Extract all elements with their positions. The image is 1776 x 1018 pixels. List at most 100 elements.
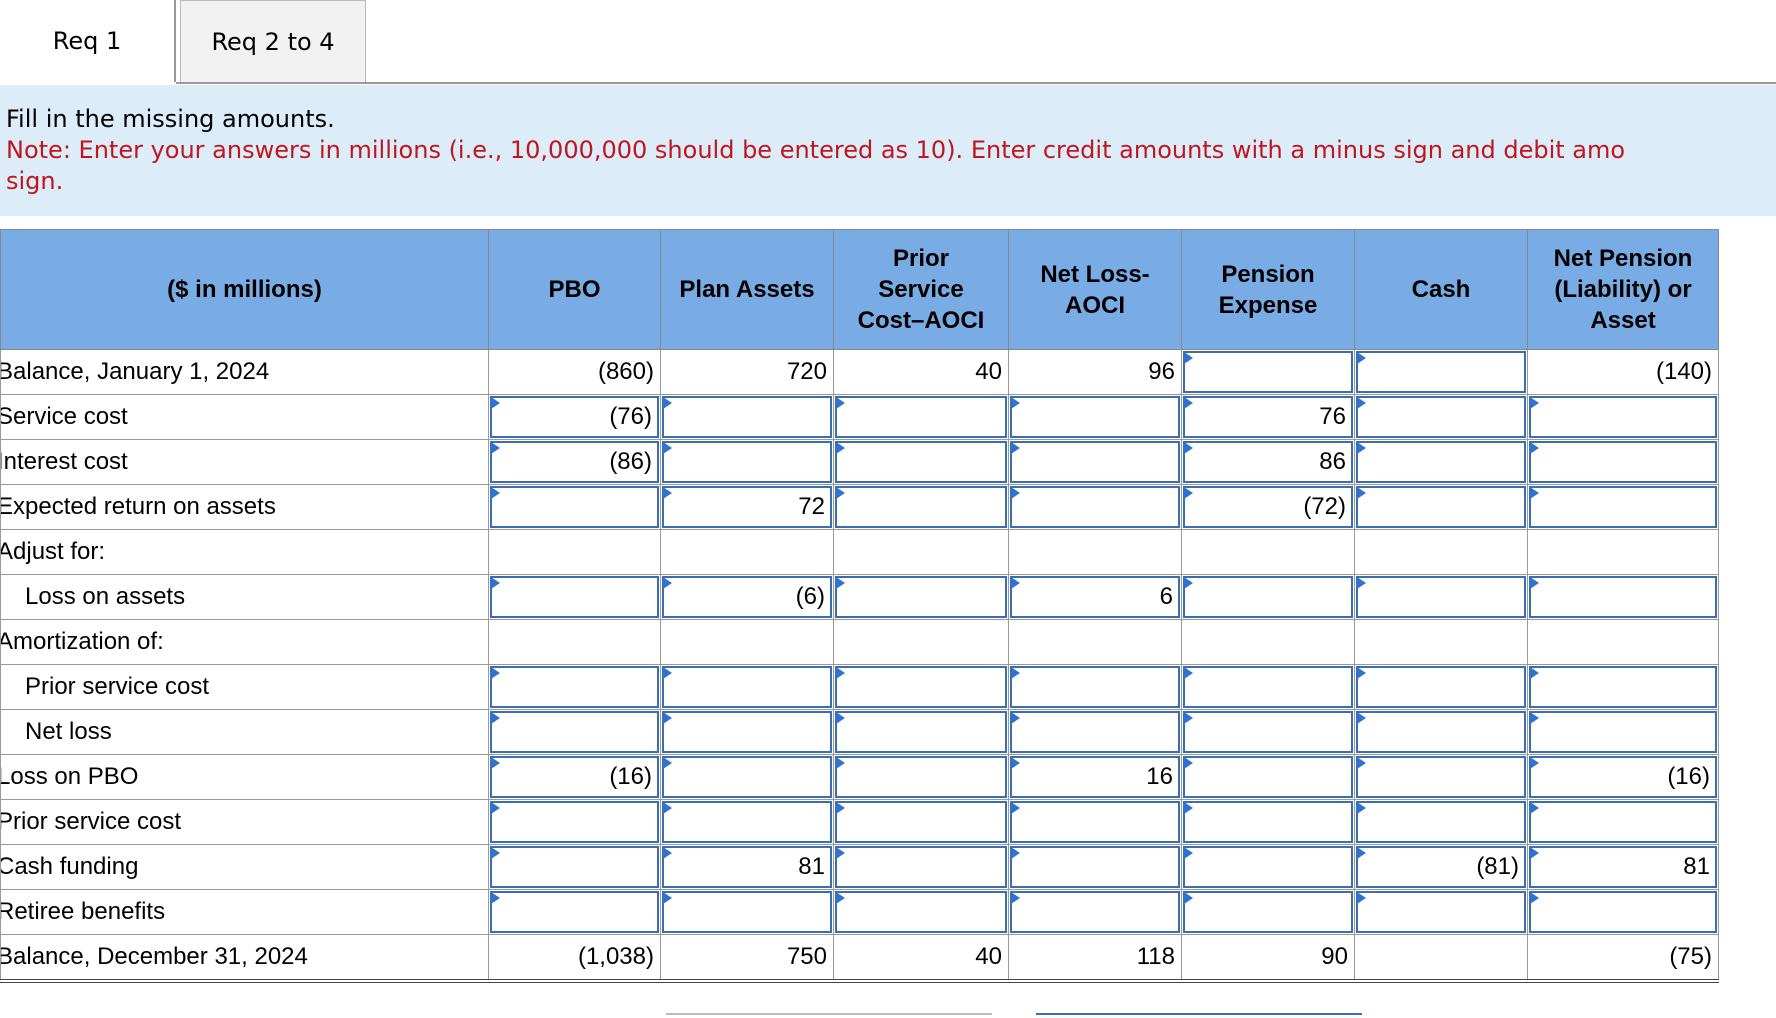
input-box[interactable]: (76) — [490, 396, 659, 438]
input-box[interactable] — [1529, 486, 1717, 528]
input-cell: (76) — [488, 394, 661, 440]
input-box[interactable] — [1010, 486, 1180, 528]
instruction: Fill in the missing amounts. — [6, 105, 335, 133]
row-label: Service cost — [0, 394, 489, 440]
input-box[interactable] — [490, 711, 659, 753]
input-box[interactable] — [835, 846, 1007, 888]
tab[interactable]: Req 2 to 4 — [180, 0, 366, 82]
input-box[interactable] — [835, 441, 1007, 483]
input-box[interactable]: 81 — [1529, 846, 1717, 888]
input-box[interactable] — [1356, 891, 1526, 933]
input-box[interactable] — [835, 801, 1007, 843]
input-box[interactable] — [662, 711, 832, 753]
button[interactable] — [666, 1013, 992, 1018]
input-box[interactable] — [1010, 711, 1180, 753]
value-cell: 96 — [1008, 349, 1182, 395]
input-box[interactable] — [1356, 486, 1526, 528]
input-box[interactable] — [1356, 711, 1526, 753]
input-box[interactable] — [1183, 711, 1353, 753]
input-cell — [1527, 889, 1719, 935]
table-row: Net loss — [0, 709, 1719, 755]
input-box[interactable] — [1010, 891, 1180, 933]
input-box[interactable] — [835, 891, 1007, 933]
input-box[interactable] — [1356, 441, 1526, 483]
input-box[interactable] — [662, 801, 832, 843]
input-box[interactable] — [835, 576, 1007, 618]
input-box[interactable]: (86) — [490, 441, 659, 483]
input-box[interactable] — [1010, 846, 1180, 888]
input-box[interactable] — [662, 441, 832, 483]
instruction-panel: Fill in the missing amounts. Note: Enter… — [0, 85, 1776, 216]
input-box[interactable] — [1529, 891, 1717, 933]
input-box[interactable] — [1356, 801, 1526, 843]
input-box[interactable] — [490, 801, 659, 843]
note: sign. — [6, 167, 64, 195]
input-box[interactable] — [662, 756, 832, 798]
input-box[interactable] — [1010, 396, 1180, 438]
column-header: Prior Service Cost–AOCI — [833, 229, 1009, 350]
row-label: Cash funding — [0, 844, 489, 890]
input-box[interactable] — [1529, 396, 1717, 438]
column-header: Plan Assets — [660, 229, 834, 350]
input-box[interactable] — [1183, 666, 1353, 708]
input-box[interactable]: 6 — [1010, 576, 1180, 618]
input-cell — [488, 484, 661, 530]
input-box[interactable] — [1356, 351, 1526, 393]
input-box[interactable] — [1356, 396, 1526, 438]
input-box[interactable] — [1183, 756, 1353, 798]
tab[interactable]: Req 1 — [0, 0, 176, 82]
input-box[interactable] — [835, 396, 1007, 438]
input-box[interactable]: (16) — [490, 756, 659, 798]
input-box[interactable] — [1529, 576, 1717, 618]
input-box[interactable] — [1529, 801, 1717, 843]
input-box[interactable] — [662, 396, 832, 438]
input-box[interactable] — [835, 666, 1007, 708]
input-box[interactable] — [490, 666, 659, 708]
input-box[interactable] — [1529, 441, 1717, 483]
row-label: Balance, December 31, 2024 — [0, 934, 489, 983]
table-row: Prior service cost — [0, 799, 1719, 845]
input-box[interactable] — [490, 846, 659, 888]
input-box[interactable] — [1183, 576, 1353, 618]
input-box[interactable] — [490, 891, 659, 933]
input-box[interactable] — [1010, 666, 1180, 708]
input-cell — [833, 664, 1009, 710]
input-box[interactable]: 86 — [1183, 441, 1353, 483]
value-cell: 720 — [660, 349, 834, 395]
input-box[interactable] — [835, 756, 1007, 798]
input-box[interactable] — [662, 891, 832, 933]
input-box[interactable]: 16 — [1010, 756, 1180, 798]
button[interactable] — [1036, 1013, 1362, 1018]
input-box[interactable] — [1529, 666, 1717, 708]
input-cell: (6) — [660, 574, 834, 620]
input-box[interactable]: (72) — [1183, 486, 1353, 528]
input-box[interactable] — [1183, 801, 1353, 843]
input-box[interactable]: (16) — [1529, 756, 1717, 798]
input-box[interactable] — [1356, 576, 1526, 618]
input-box[interactable] — [1356, 756, 1526, 798]
input-box[interactable] — [1183, 351, 1353, 393]
row-label: Adjust for: — [0, 529, 489, 575]
input-box[interactable]: 76 — [1183, 396, 1353, 438]
input-cell — [488, 664, 661, 710]
input-box[interactable]: (6) — [662, 576, 832, 618]
input-box[interactable] — [1356, 666, 1526, 708]
input-cell — [833, 844, 1009, 890]
value-cell — [1008, 619, 1182, 665]
input-cell — [833, 439, 1009, 485]
input-box[interactable]: 72 — [662, 486, 832, 528]
row-label: Amortization of: — [0, 619, 489, 665]
input-box[interactable] — [1010, 801, 1180, 843]
input-box[interactable] — [835, 711, 1007, 753]
input-box[interactable] — [490, 486, 659, 528]
input-box[interactable]: (81) — [1356, 846, 1526, 888]
input-box[interactable]: 81 — [662, 846, 832, 888]
input-cell — [833, 709, 1009, 755]
input-box[interactable] — [1183, 891, 1353, 933]
input-box[interactable] — [662, 666, 832, 708]
input-box[interactable] — [1010, 441, 1180, 483]
input-box[interactable] — [1183, 846, 1353, 888]
input-box[interactable] — [835, 486, 1007, 528]
input-box[interactable] — [490, 576, 659, 618]
input-box[interactable] — [1529, 711, 1717, 753]
